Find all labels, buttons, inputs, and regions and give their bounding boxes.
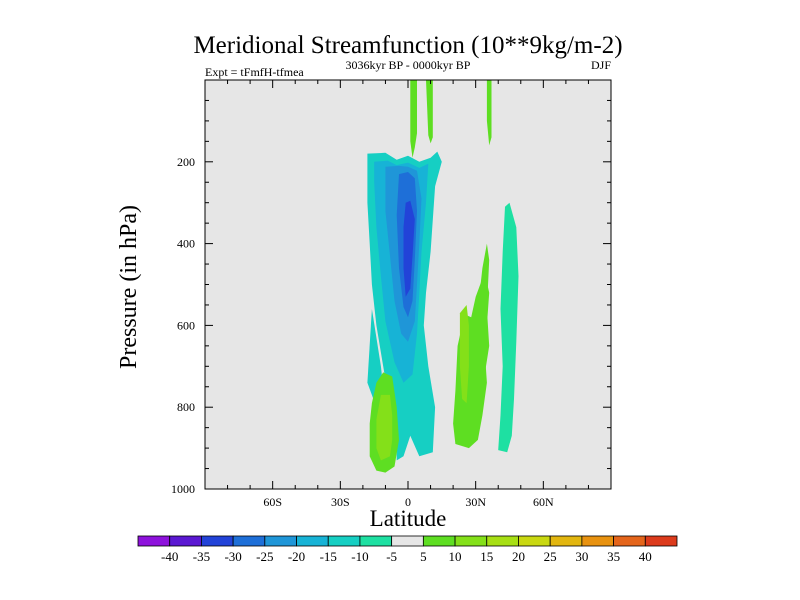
- colorbar-label: 20: [512, 549, 525, 564]
- colorbar-swatch: [264, 535, 297, 547]
- time-range-label: 3036kyr BP - 0000kyr BP: [346, 58, 471, 72]
- colorbar-label: -5: [386, 549, 397, 564]
- colorbar-swatch: [486, 535, 519, 547]
- colorbar-swatch: [359, 535, 393, 547]
- colorbar-swatch: [232, 535, 266, 547]
- colorbar-swatch: [422, 535, 456, 547]
- colorbar-swatch: [613, 535, 646, 547]
- colorbar-label: -40: [161, 549, 178, 564]
- colorbar-swatch: [549, 535, 583, 547]
- colorbar-label: -35: [193, 549, 210, 564]
- x-tick-label: 30S: [331, 495, 350, 509]
- colorbar-swatch: [518, 535, 551, 547]
- colorbar-swatch: [454, 535, 488, 547]
- colorbar-label: -25: [256, 549, 273, 564]
- axis-tick-labels: 60S 30S 0 30N 60N 200 400 600 800 1000: [171, 155, 554, 509]
- y-tick-label: 1000: [171, 482, 195, 496]
- colorbar-label: -15: [320, 549, 337, 564]
- x-tick-label: 0: [405, 495, 411, 509]
- experiment-label: Expt = tFmfH-tfmea: [205, 65, 304, 79]
- x-axis-label: Latitude: [370, 506, 447, 531]
- season-label: DJF: [591, 58, 611, 72]
- colorbar-label: 5: [420, 549, 427, 564]
- colorbar-label: -30: [224, 549, 241, 564]
- x-tick-label: 60S: [263, 495, 282, 509]
- colorbar: -40 -35 -30 -25 -20 -15 -10 -5 5 10 15 20 25 30 35 40: [137, 535, 678, 564]
- contour-pos-5-strip-30n: [486, 80, 492, 146]
- colorbar-swatch: [201, 535, 234, 547]
- contour-neg-5-cell-45n: [498, 202, 519, 453]
- y-tick-label: 800: [177, 400, 195, 414]
- axis-ticks: [204, 80, 612, 490]
- colorbar-label: 35: [607, 549, 620, 564]
- colorbar-swatch: [327, 535, 361, 547]
- contour-pos-5-strip-left: [410, 80, 417, 158]
- colorbar-swatch: [296, 535, 329, 547]
- colorbar-swatch: [137, 535, 171, 547]
- y-axis-label: Pressure (in hPa): [116, 205, 142, 369]
- contour-pos-10-north-cell: [459, 305, 469, 404]
- chart-title: Meridional Streamfunction (10**9kg/m-2): [193, 32, 622, 59]
- colorbar-swatch: [169, 535, 202, 547]
- colorbar-label: 25: [544, 549, 557, 564]
- colorbar-label: 30: [575, 549, 588, 564]
- colorbar-label: 15: [480, 549, 493, 564]
- colorbar-label: 10: [449, 549, 462, 564]
- colorbar-label: -20: [288, 549, 305, 564]
- y-tick-label: 400: [177, 237, 195, 251]
- x-tick-label: 30N: [465, 495, 486, 509]
- contour-pos-5-strip-right: [426, 80, 433, 144]
- colorbar-label: -10: [351, 549, 368, 564]
- y-tick-label: 600: [177, 318, 195, 332]
- y-tick-label: 200: [177, 155, 195, 169]
- contour-pos-10-south-cell: [376, 394, 393, 461]
- contour-regions: [367, 80, 519, 473]
- colorbar-swatch: [644, 535, 678, 547]
- contour-neg-30-cell: [403, 200, 415, 297]
- contour-pos-5-cell-30n: [475, 243, 490, 379]
- colorbar-swatch: [391, 535, 424, 547]
- colorbar-label: 40: [639, 549, 652, 564]
- x-tick-label: 60N: [533, 495, 554, 509]
- colorbar-swatch: [581, 535, 614, 547]
